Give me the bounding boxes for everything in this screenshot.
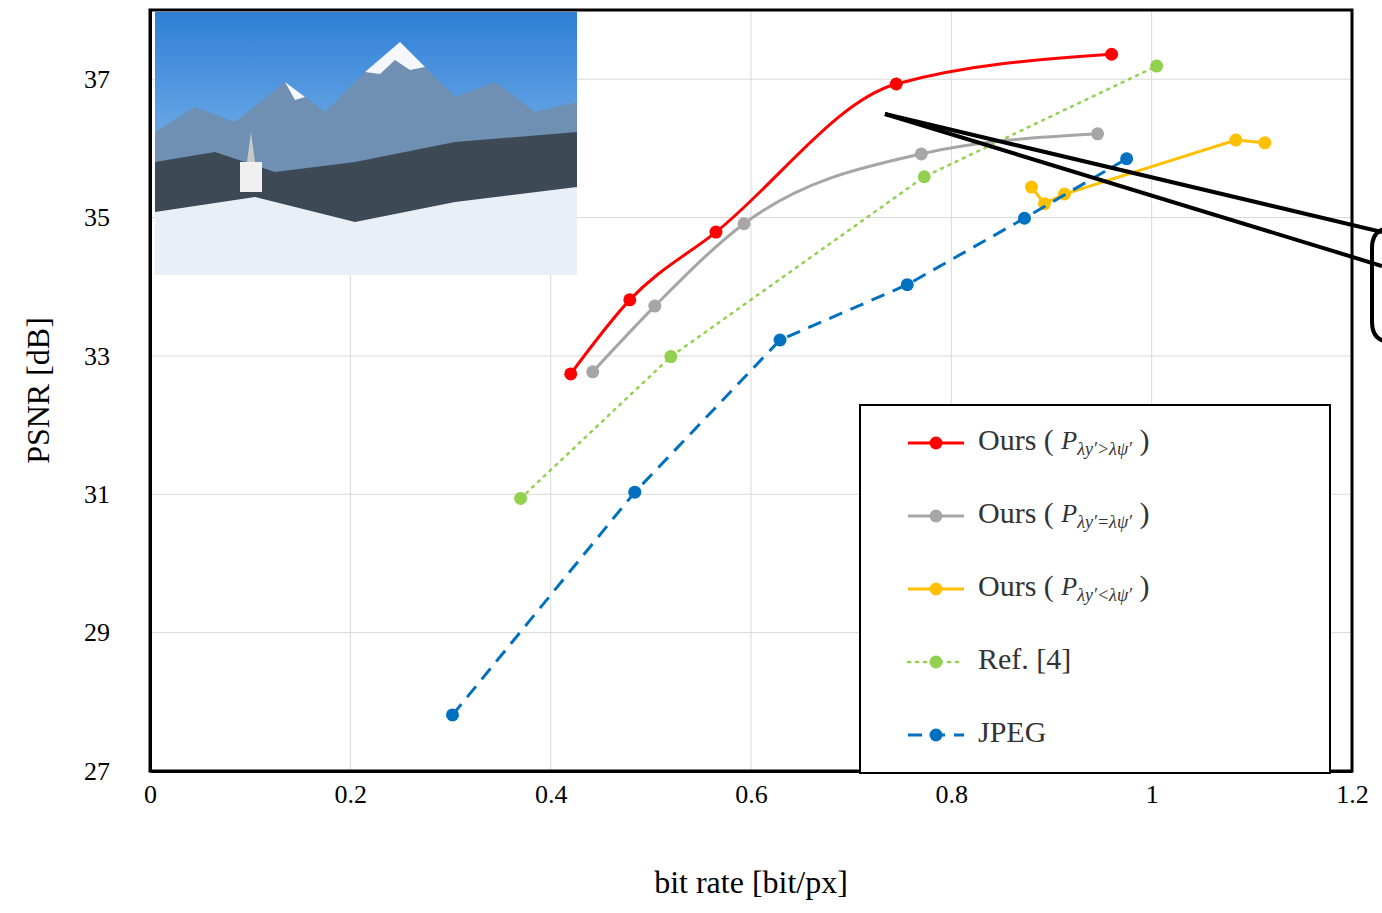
legend-label: Ours ( Pλy′<λψ′ ) [978, 569, 1150, 605]
legend-label: Ref. [4] [978, 642, 1071, 675]
tick: 35 [84, 203, 150, 232]
series-point [564, 367, 577, 380]
tick: 0.8 [936, 771, 969, 809]
legend: Ours ( Pλy′>λψ′ ) Ours ( Pλy′=λψ′ ) Ours (… [860, 405, 1330, 773]
tick-label: 35 [84, 203, 110, 232]
legend-marker [930, 583, 943, 596]
series-line [571, 54, 1112, 374]
series-point [1025, 181, 1038, 194]
series-line [593, 134, 1098, 372]
series-point [901, 278, 914, 291]
series-point [1018, 212, 1031, 225]
y-axis-title: PSNR [dB] [20, 317, 56, 464]
series-point [648, 300, 661, 313]
tick: 1 [1146, 771, 1159, 809]
tick-label: 0.4 [535, 780, 568, 809]
series-point [709, 226, 722, 239]
x-axis-title: bit rate [bit/px] [654, 864, 848, 900]
tick-label: 29 [84, 618, 110, 647]
callout [885, 114, 1382, 342]
legend-item: Ours ( Pλy′<λψ′ ) [908, 569, 1150, 605]
inset-photo [155, 12, 577, 275]
legend-marker [930, 656, 943, 669]
series-point [1258, 136, 1271, 149]
grid-line-x [751, 10, 752, 771]
series-point [890, 78, 903, 91]
series-point [1105, 48, 1118, 61]
legend-label: JPEG [978, 715, 1046, 748]
tick: 0.2 [335, 771, 368, 809]
legend-item: JPEG [908, 715, 1046, 748]
tick: 0.6 [735, 771, 768, 809]
legend-item: Ours ( Pλy′=λψ′ ) [908, 496, 1150, 532]
series-point [918, 170, 931, 183]
series-point [1091, 127, 1104, 140]
legend-marker [930, 729, 943, 742]
tick-label: 27 [84, 757, 110, 786]
tick-label: 1.2 [1336, 780, 1369, 809]
legend-item: Ref. [4] [908, 642, 1071, 675]
tick-label: 0.8 [936, 780, 969, 809]
tick-label: 37 [84, 65, 110, 94]
tick: 0.4 [535, 771, 568, 809]
tick: 0 [144, 771, 157, 809]
series-line [521, 66, 1157, 498]
series-point [664, 350, 677, 363]
tick-label: 0.6 [735, 780, 768, 809]
tick: 29 [84, 618, 150, 647]
series-point [737, 217, 750, 230]
legend-label: Ours ( Pλy′>λψ′ ) [978, 423, 1150, 459]
chart: 0 0.2 0.4 0.6 0.8 1 1.2 27 29 31 33 35 37 bit rate [b… [0, 0, 1382, 913]
series-point [1229, 134, 1242, 147]
grid-line-y [150, 355, 1352, 356]
series-point [514, 492, 527, 505]
series-point [623, 293, 636, 306]
tick-label: 33 [84, 342, 110, 371]
tick: 1.2 [1336, 771, 1369, 809]
series-point [774, 333, 787, 346]
tick-label: 31 [84, 480, 110, 509]
tick: 33 [84, 342, 150, 371]
legend-marker [930, 437, 943, 450]
legend-item: Ours ( Pλy′>λψ′ ) [908, 423, 1150, 459]
tick: 27 [84, 757, 150, 786]
series-point [586, 365, 599, 378]
series-point [1120, 152, 1133, 165]
legend-label: Ours ( Pλy′=λψ′ ) [978, 496, 1150, 532]
tick: 31 [84, 480, 150, 509]
tick: 37 [84, 65, 150, 94]
legend-marker [930, 510, 943, 523]
plot: 0 0.2 0.4 0.6 0.8 1 1.2 27 29 31 33 35 37 [84, 10, 1369, 809]
tick-label: 0.2 [335, 780, 368, 809]
series-point [446, 708, 459, 721]
x-axis: 0 0.2 0.4 0.6 0.8 1 1.2 [144, 771, 1369, 809]
series-point [628, 486, 641, 499]
tick-label: 1 [1146, 780, 1159, 809]
y-axis: 27 29 31 33 35 37 [84, 11, 151, 786]
legend-box [860, 405, 1330, 773]
tick-label: 0 [144, 780, 157, 809]
series-point [1150, 60, 1163, 73]
series-point [915, 147, 928, 160]
